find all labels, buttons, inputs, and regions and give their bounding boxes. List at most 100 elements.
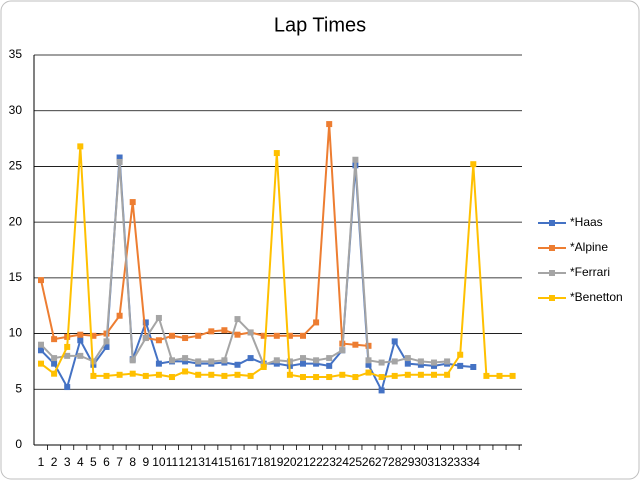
x-tick-label: 2 xyxy=(51,455,58,469)
x-tick-label: 10 xyxy=(152,455,166,469)
data-point xyxy=(365,361,372,368)
legend-label: *Benetton xyxy=(570,290,623,304)
x-tick-label: 12 xyxy=(178,455,192,469)
data-point xyxy=(195,332,202,339)
data-point xyxy=(195,358,202,365)
x-tick-label: 27 xyxy=(375,455,389,469)
data-point xyxy=(221,327,228,334)
x-tick-label: 7 xyxy=(116,455,123,469)
data-point xyxy=(286,332,293,339)
data-point xyxy=(38,341,44,348)
data-point xyxy=(182,335,189,342)
data-point xyxy=(444,371,451,378)
data-point xyxy=(417,361,424,368)
legend-marker xyxy=(549,270,555,276)
data-point xyxy=(169,332,175,339)
y-tick-label: 35 xyxy=(9,47,23,61)
y-tick-label: 25 xyxy=(9,159,23,173)
data-point xyxy=(378,359,385,366)
data-point xyxy=(326,121,333,128)
x-tick-label: 3 xyxy=(64,455,71,469)
data-point xyxy=(404,371,411,378)
x-tick-label: 18 xyxy=(257,455,271,469)
x-tick-label: 33 xyxy=(454,455,468,469)
data-point xyxy=(313,374,320,381)
data-point xyxy=(182,368,189,375)
x-tick-label: 23 xyxy=(323,455,337,469)
data-point xyxy=(313,319,320,326)
data-point xyxy=(326,355,333,362)
data-point xyxy=(142,335,149,342)
data-point xyxy=(247,372,254,379)
data-point xyxy=(221,372,228,379)
x-tick-label: 6 xyxy=(103,455,110,469)
data-point xyxy=(129,370,136,377)
data-point xyxy=(417,371,424,378)
data-point xyxy=(326,362,333,369)
y-tick-label: 15 xyxy=(9,270,23,284)
x-tick-label: 5 xyxy=(90,455,97,469)
data-point xyxy=(247,329,254,336)
data-point xyxy=(142,319,149,326)
data-point xyxy=(444,358,451,365)
y-tick-label: 10 xyxy=(9,326,23,340)
y-tick-label: 0 xyxy=(15,437,22,451)
data-point xyxy=(457,362,464,369)
x-tick-label: 34 xyxy=(467,455,481,469)
data-point xyxy=(77,337,84,344)
data-point xyxy=(155,337,162,344)
data-point xyxy=(509,372,516,379)
data-point xyxy=(431,359,437,366)
data-point xyxy=(273,150,280,157)
x-tick-label: 32 xyxy=(440,455,454,469)
data-point xyxy=(182,355,189,362)
data-point xyxy=(300,360,306,367)
data-point xyxy=(326,374,333,381)
data-point xyxy=(352,374,359,381)
data-point xyxy=(142,372,149,379)
data-point xyxy=(313,360,320,367)
x-tick-label: 19 xyxy=(270,455,284,469)
data-point xyxy=(300,355,306,362)
data-point xyxy=(90,332,97,339)
data-point xyxy=(38,360,44,367)
data-point xyxy=(51,355,58,362)
x-tick-label: 26 xyxy=(362,455,376,469)
data-point xyxy=(64,352,71,359)
data-point xyxy=(182,358,189,365)
data-point xyxy=(273,332,280,339)
data-point xyxy=(404,360,411,367)
data-point xyxy=(273,357,280,364)
data-point xyxy=(116,154,123,161)
data-point xyxy=(129,357,136,364)
x-tick-label: 16 xyxy=(231,455,245,469)
x-tick-label: 24 xyxy=(336,455,350,469)
data-point xyxy=(286,371,293,378)
data-point xyxy=(391,338,398,345)
data-point xyxy=(457,351,464,358)
x-tick-label: 15 xyxy=(218,455,232,469)
x-tick-label: 1 xyxy=(38,455,45,469)
data-point xyxy=(155,371,162,378)
x-tick-label: 17 xyxy=(244,455,258,469)
data-point xyxy=(339,347,346,354)
x-tick-label: 14 xyxy=(205,455,219,469)
data-point xyxy=(391,372,398,379)
data-point xyxy=(155,360,162,367)
data-point xyxy=(234,331,241,338)
data-point xyxy=(391,358,398,365)
legend-marker xyxy=(549,245,555,251)
data-point xyxy=(51,370,58,377)
x-tick-label: 20 xyxy=(283,455,297,469)
data-point xyxy=(339,371,346,378)
data-point xyxy=(208,358,215,365)
chart-title: Lap Times xyxy=(274,14,366,36)
x-tick-label: 29 xyxy=(401,455,415,469)
data-point xyxy=(64,343,71,350)
data-point xyxy=(273,360,280,367)
data-point xyxy=(300,332,306,339)
legend-marker xyxy=(549,220,555,226)
data-point xyxy=(38,347,44,354)
data-point xyxy=(352,156,359,163)
